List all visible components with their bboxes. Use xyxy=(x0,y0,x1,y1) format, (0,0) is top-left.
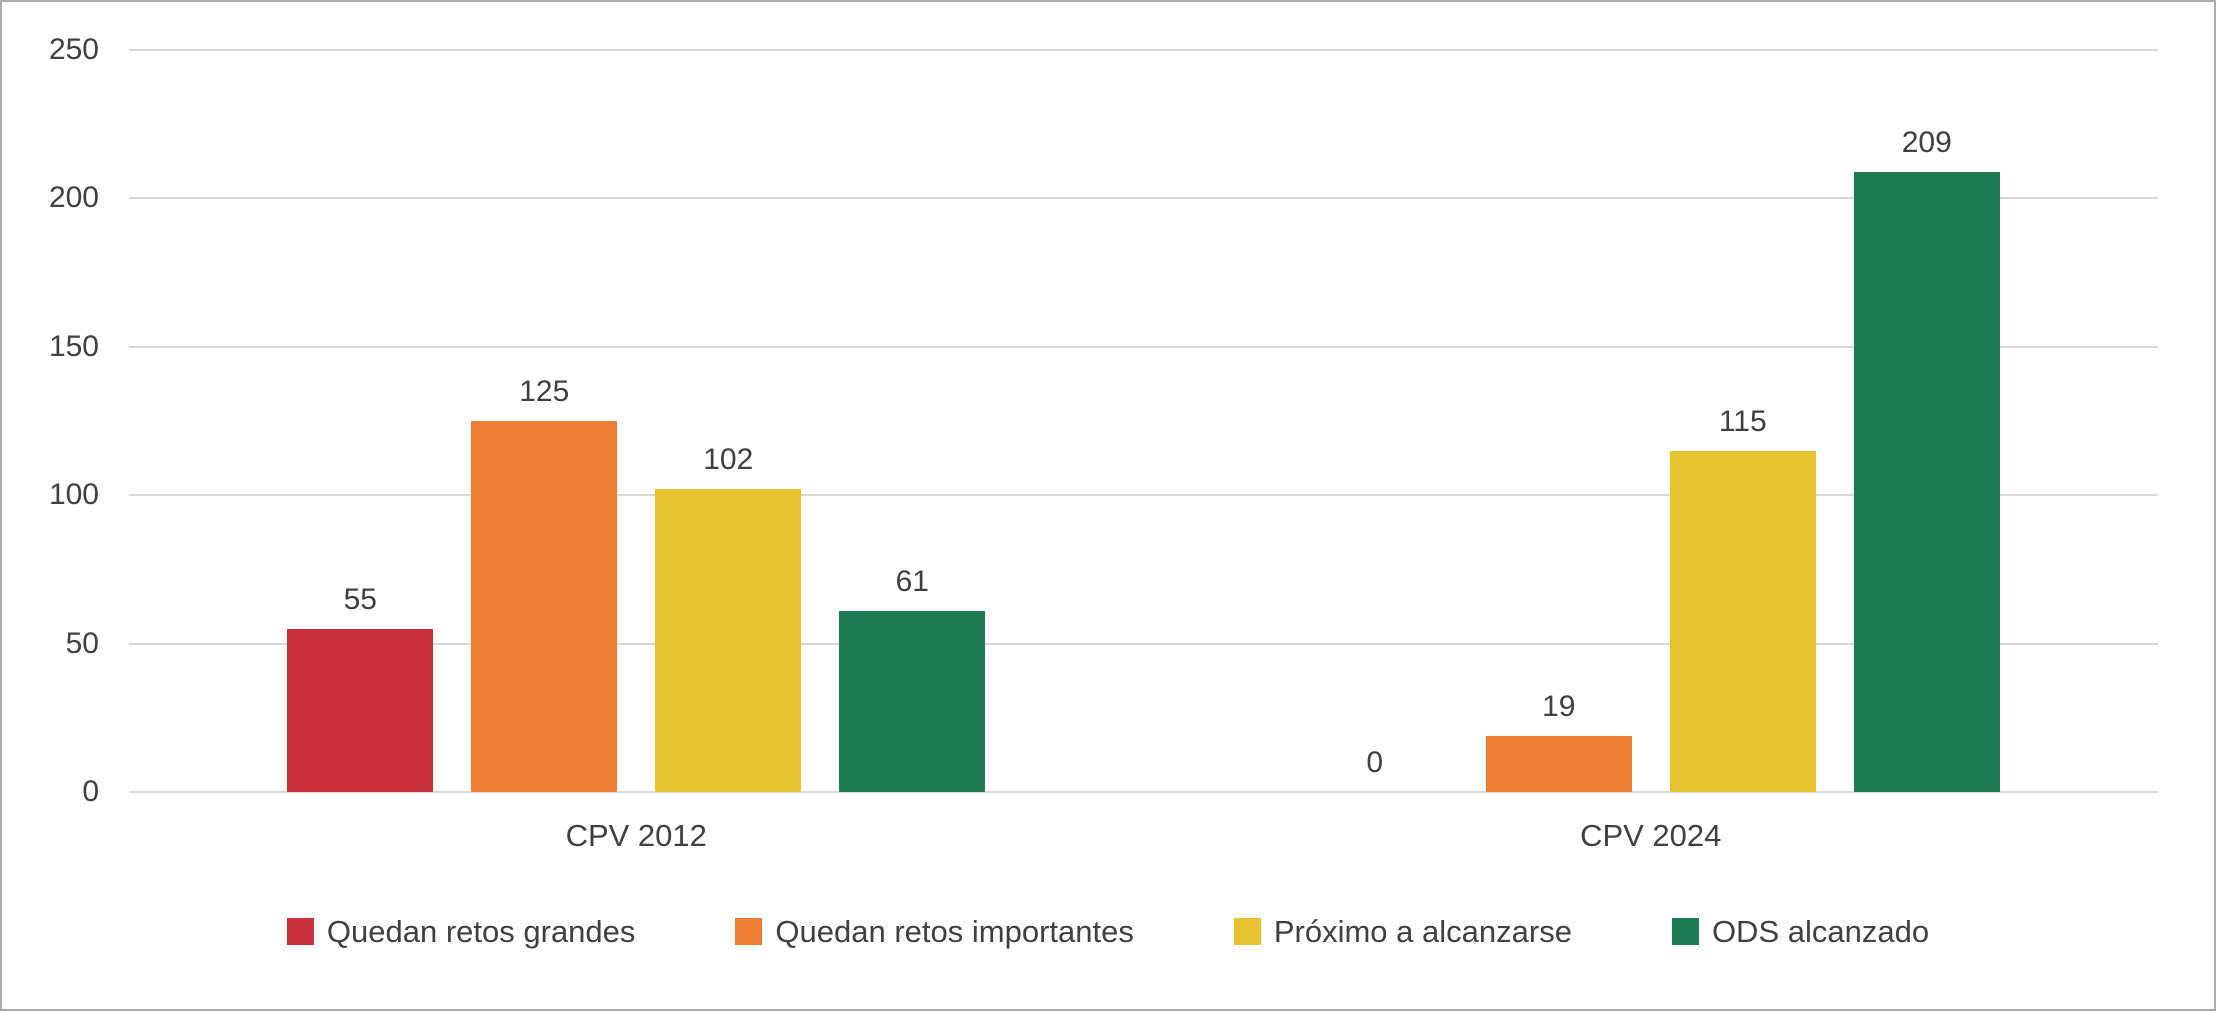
bar-slot: 55 xyxy=(287,50,434,792)
bar-value-label: 125 xyxy=(519,375,570,408)
gridline xyxy=(129,642,2158,645)
x-axis-labels: CPV 2012 CPV 2024 xyxy=(129,818,2214,854)
plot-row: 0 50 100 150 200 250 55 125 102 61 0 19 115 209 xyxy=(2,35,2214,807)
legend-item-label: Quedan retos grandes xyxy=(326,914,636,949)
legend-item-label: Quedan retos importantes xyxy=(775,914,1134,949)
legend-item: Próximo a alcanzarse xyxy=(1233,914,1572,949)
bar-value-label: 19 xyxy=(1542,689,1576,723)
bar-slot: 61 xyxy=(839,50,986,792)
gridline xyxy=(129,791,2158,793)
y-tick-label: 0 xyxy=(82,775,99,808)
legend-item: Quedan retos importantes xyxy=(735,914,1134,949)
bar-slot: 125 xyxy=(471,50,618,792)
legend-swatch-icon xyxy=(735,918,763,945)
bar-slot: 19 xyxy=(1485,50,1632,792)
bar xyxy=(839,610,986,792)
y-tick-label: 200 xyxy=(48,181,99,215)
gridline xyxy=(129,494,2158,497)
y-axis: 0 50 100 150 200 250 xyxy=(2,35,129,807)
y-tick-label: 100 xyxy=(48,478,99,512)
bar-slot: 209 xyxy=(1853,50,2000,792)
bar-value-label: 55 xyxy=(343,582,377,616)
bar-group: 55 125 102 61 xyxy=(129,50,1144,792)
gridline xyxy=(129,49,2158,51)
bar-slot: 0 xyxy=(1302,50,1448,792)
y-tick-label: 250 xyxy=(48,33,99,66)
legend-swatch-icon xyxy=(1671,918,1699,945)
legend-item-label: Próximo a alcanzarse xyxy=(1273,914,1572,949)
bar xyxy=(655,489,802,792)
bar-value-label: 209 xyxy=(1901,125,1952,159)
legend-item: ODS alcanzado xyxy=(1671,914,1930,949)
bar-value-label: 61 xyxy=(895,564,929,598)
bar xyxy=(1485,735,1632,792)
bar xyxy=(471,421,618,792)
bar-group: 0 19 115 209 xyxy=(1144,50,2159,792)
bar-slot: 115 xyxy=(1669,50,1816,792)
bar xyxy=(1853,171,2000,792)
legend-item: Quedan retos grandes xyxy=(286,914,636,949)
gridline xyxy=(129,345,2158,348)
bar xyxy=(287,628,434,792)
bar-value-label: 115 xyxy=(1718,404,1767,438)
y-tick-label: 150 xyxy=(48,329,99,363)
bar-slot: 102 xyxy=(655,50,802,792)
legend-swatch-icon xyxy=(286,918,314,945)
legend-item-label: ODS alcanzado xyxy=(1711,914,1930,949)
y-tick-label: 50 xyxy=(65,626,99,660)
x-category-label: CPV 2024 xyxy=(1580,818,1722,853)
legend-swatch-icon xyxy=(1233,918,1261,945)
bar xyxy=(1669,450,1816,792)
bar-value-label: 102 xyxy=(703,443,754,477)
bar-groups-inner: 55 125 102 61 0 19 115 209 xyxy=(129,50,2158,792)
plot-area: 55 125 102 61 0 19 115 209 xyxy=(129,49,2158,793)
x-category-label: CPV 2012 xyxy=(565,818,707,853)
bar-value-label: 0 xyxy=(1366,746,1384,779)
bar-groups: 55 125 102 61 0 19 115 209 xyxy=(129,50,2158,792)
gridline xyxy=(129,197,2158,200)
legend: Quedan retos grandes Quedan retos importa… xyxy=(2,916,2214,947)
